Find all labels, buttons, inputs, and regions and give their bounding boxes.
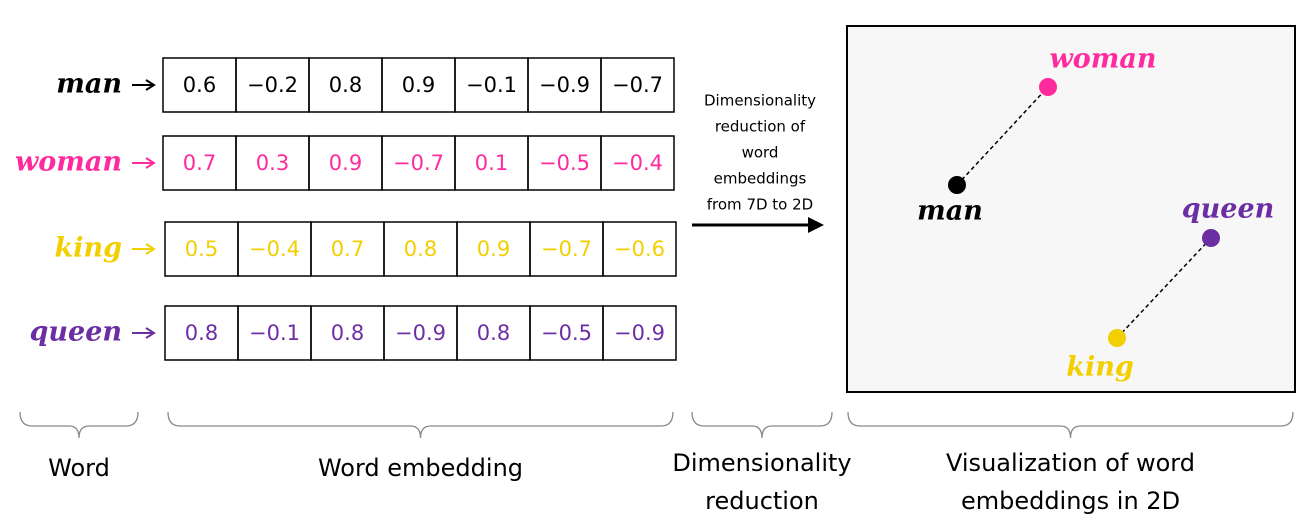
embedding-value: −0.9 — [395, 321, 446, 345]
embedding-value: 0.8 — [404, 237, 437, 261]
row-arrowhead — [145, 157, 156, 169]
embedding-value: −0.4 — [612, 151, 663, 175]
word-point — [948, 176, 966, 194]
caption: Visualization of word — [946, 449, 1195, 477]
embedding-value: 0.7 — [183, 151, 216, 175]
row-arrowhead — [145, 243, 156, 255]
word-label: man — [56, 69, 122, 100]
row-arrowhead — [145, 327, 156, 339]
brace — [167, 411, 674, 439]
embedding-value: 0.8 — [331, 321, 364, 345]
reduction-note: Dimensionality — [704, 92, 816, 110]
embedding-value: 0.3 — [256, 151, 289, 175]
caption: embeddings in 2D — [961, 487, 1180, 515]
word-point — [1039, 78, 1057, 96]
embedding-value: −0.7 — [393, 151, 444, 175]
caption: reduction — [705, 487, 819, 515]
embedding-value: −0.1 — [249, 321, 300, 345]
embedding-value: −0.6 — [614, 237, 665, 261]
embedding-value: −0.5 — [539, 151, 590, 175]
reduction-note: embeddings — [714, 170, 807, 188]
embedding-value: 0.8 — [477, 321, 510, 345]
brace — [691, 411, 833, 439]
reduction-note: reduction of — [715, 118, 806, 136]
embedding-value: −0.7 — [612, 73, 663, 97]
embedding-value: 0.9 — [402, 73, 435, 97]
brace — [19, 411, 139, 439]
embedding-cell — [600, 57, 675, 113]
pair-link — [956, 86, 1049, 186]
word-label: king — [55, 233, 122, 264]
reduction-note: word — [742, 144, 779, 162]
word-label: queen — [30, 317, 123, 348]
embedding-value: 0.9 — [329, 151, 362, 175]
embedding-value: −0.5 — [541, 321, 592, 345]
reduction-note: from 7D to 2D — [707, 196, 813, 214]
embedding-value: 0.8 — [329, 73, 362, 97]
embedding-value: 0.9 — [477, 237, 510, 261]
embedding-value: 0.8 — [185, 321, 218, 345]
caption: Dimensionality — [672, 449, 851, 477]
embedding-value: 0.1 — [475, 151, 508, 175]
embedding-value: −0.4 — [249, 237, 300, 261]
word-point — [1202, 229, 1220, 247]
brace — [847, 411, 1294, 439]
point-label: king — [1066, 352, 1133, 383]
embedding-value: 0.7 — [331, 237, 364, 261]
plot-frame — [846, 25, 1296, 393]
embedding-value: −0.9 — [614, 321, 665, 345]
word-point — [1108, 329, 1126, 347]
pair-link — [1116, 237, 1212, 339]
point-label: man — [917, 196, 983, 227]
embedding-value: −0.9 — [539, 73, 590, 97]
row-arrowhead — [145, 79, 156, 91]
embedding-cell — [602, 305, 677, 361]
caption: Word embedding — [318, 454, 523, 482]
embedding-value: 0.6 — [183, 73, 216, 97]
embedding-value: −0.1 — [466, 73, 517, 97]
word-label: woman — [15, 147, 122, 178]
embedding-cell — [602, 221, 677, 277]
point-label: woman — [1050, 44, 1157, 75]
embedding-cell — [600, 135, 675, 191]
caption: Word — [48, 454, 110, 482]
embedding-value: −0.7 — [541, 237, 592, 261]
point-label: queen — [1182, 194, 1275, 225]
reduction-arrowhead — [808, 217, 824, 233]
embedding-value: 0.5 — [185, 237, 218, 261]
embedding-value: −0.2 — [247, 73, 298, 97]
